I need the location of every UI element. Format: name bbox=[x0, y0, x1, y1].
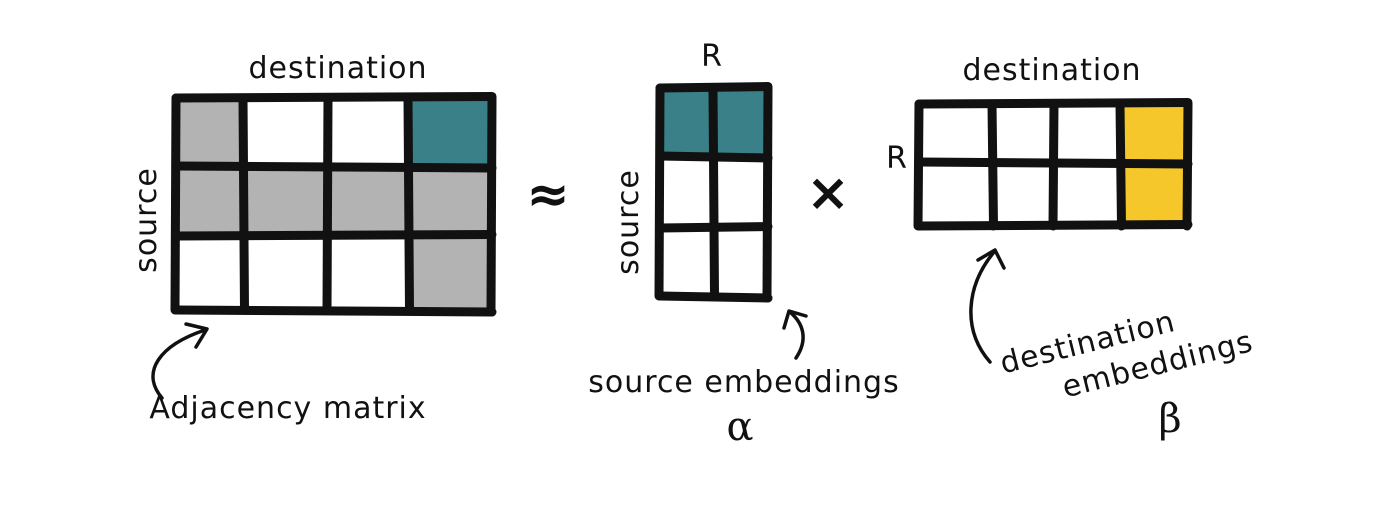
source-embeddings-vline bbox=[654, 83, 665, 301]
destination-embeddings-hline bbox=[914, 98, 1193, 109]
adjacency-caption-arrow bbox=[151, 328, 207, 400]
adjacency-vline bbox=[170, 93, 181, 315]
source-embeddings-caption: source embeddings bbox=[588, 365, 899, 400]
destination-embeddings-cell-r1-c4 bbox=[1120, 104, 1188, 162]
adjacency-hline bbox=[171, 92, 497, 103]
adjacency-cell-r1-c3 bbox=[328, 98, 408, 166]
destination-embeddings-cell-r2-c1 bbox=[919, 162, 992, 226]
adjacency-vline bbox=[238, 93, 249, 315]
adjacency-vline bbox=[486, 93, 497, 315]
destination-embeddings-cell-r1-c3 bbox=[1054, 104, 1120, 162]
adjacency-cell-r1-c2 bbox=[243, 98, 328, 166]
source-embeddings-caption-arrow bbox=[788, 310, 805, 360]
source-embeddings-cell-r2-c2 bbox=[713, 156, 768, 228]
times-symbol: × bbox=[806, 163, 850, 223]
adjacency-cell-r3-c3 bbox=[328, 236, 408, 310]
destination-embeddings-matrix bbox=[913, 98, 1193, 231]
source-embeddings-cell-r3-c1 bbox=[660, 228, 713, 296]
destination-embeddings-side-label: R bbox=[886, 141, 908, 176]
beta-symbol: β bbox=[1158, 396, 1181, 442]
source-embeddings-caption-arrowhead bbox=[782, 309, 808, 330]
source-embeddings-hline bbox=[655, 291, 773, 303]
adjacency-cell-r2-c3 bbox=[328, 166, 408, 236]
source-embeddings-vline bbox=[762, 83, 773, 301]
adjacency-vline bbox=[403, 93, 414, 315]
source-embeddings-cell-r2-c1 bbox=[660, 156, 713, 228]
source-embeddings-side-label: source bbox=[611, 169, 646, 275]
adjacency-hline bbox=[171, 305, 497, 317]
adjacency-cell-r2-c1 bbox=[176, 166, 243, 236]
destination-embeddings-cell-r1-c2 bbox=[992, 104, 1054, 162]
source-embeddings-hline bbox=[655, 82, 773, 93]
destination-embeddings-hline bbox=[914, 157, 1193, 169]
adjacency-cell-r3-c2 bbox=[243, 236, 328, 310]
adjacency-hline bbox=[171, 161, 497, 173]
adjacency-caption: Adjacency matrix bbox=[149, 391, 426, 426]
approx-symbol: ≈ bbox=[526, 165, 570, 225]
adjacency-hline bbox=[171, 230, 497, 241]
source-embeddings-hline bbox=[655, 222, 773, 233]
destination-embeddings-cell-r2-c4 bbox=[1120, 162, 1188, 226]
adjacency-vline bbox=[322, 93, 333, 315]
source-embeddings-cell-r1-c1 bbox=[660, 88, 713, 156]
adjacency-cell-r3-c4 bbox=[408, 236, 492, 310]
source-embeddings-cell-r1-c2 bbox=[713, 88, 768, 156]
source-embeddings-matrix bbox=[654, 82, 773, 303]
adjacency-side-label: source bbox=[129, 167, 164, 273]
destination-embeddings-caption-arrowhead bbox=[976, 248, 1006, 270]
adjacency-cell-r1-c1 bbox=[176, 98, 243, 166]
destination-embeddings-cell-r2-c2 bbox=[992, 162, 1054, 226]
alpha-symbol: α bbox=[726, 404, 753, 450]
adjacency-cell-r1-c4 bbox=[408, 98, 492, 166]
adjacency-caption-arrowhead bbox=[184, 322, 209, 349]
source-embeddings-hline bbox=[655, 151, 773, 163]
source-embeddings-cell-r3-c2 bbox=[713, 228, 768, 296]
destination-embeddings-top-label: destination bbox=[962, 53, 1141, 88]
destination-embeddings-cell-r1-c1 bbox=[919, 104, 992, 162]
destination-embeddings-caption-arrow bbox=[969, 250, 996, 364]
adjacency-cell-r2-c2 bbox=[243, 166, 328, 236]
destination-embeddings-hline bbox=[914, 220, 1193, 231]
adjacency-top-label: destination bbox=[248, 51, 427, 86]
source-embeddings-top-label: R bbox=[701, 39, 723, 74]
adjacency-cell-r3-c1 bbox=[176, 236, 243, 310]
adjacency-matrix bbox=[170, 92, 497, 317]
source-embeddings-vline bbox=[708, 83, 719, 301]
destination-embeddings-cell-r2-c3 bbox=[1054, 162, 1120, 226]
adjacency-cell-r2-c4 bbox=[408, 166, 492, 236]
